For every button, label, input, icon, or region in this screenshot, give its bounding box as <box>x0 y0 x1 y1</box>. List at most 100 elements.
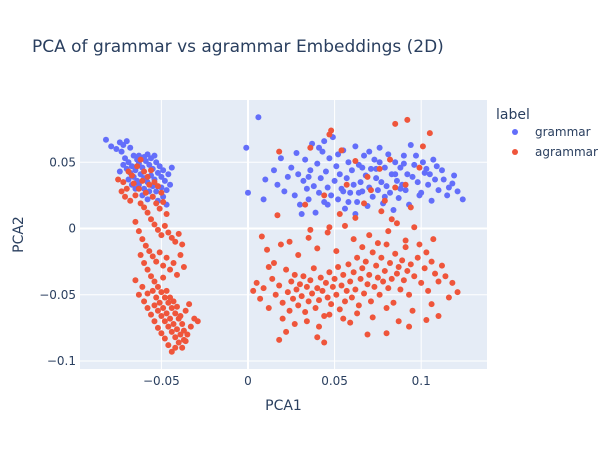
point-agrammar <box>182 338 189 345</box>
point-agrammar <box>161 222 168 229</box>
point-grammar <box>359 164 366 171</box>
point-agrammar <box>411 224 418 231</box>
point-agrammar <box>142 189 149 196</box>
point-agrammar <box>428 258 435 265</box>
point-grammar <box>392 159 399 166</box>
point-agrammar <box>324 229 331 236</box>
point-agrammar <box>404 267 411 274</box>
point-agrammar <box>338 147 345 154</box>
point-grammar <box>331 177 338 184</box>
point-agrammar <box>328 301 335 308</box>
point-agrammar <box>187 323 194 330</box>
y-tick-label: −0.05 <box>39 288 76 302</box>
point-agrammar <box>309 290 316 297</box>
point-grammar <box>281 188 288 195</box>
point-grammar <box>307 167 314 174</box>
point-grammar <box>153 188 160 195</box>
point-agrammar <box>350 269 357 276</box>
legend-label: grammar <box>535 125 591 139</box>
point-grammar <box>284 173 291 180</box>
point-grammar <box>419 159 426 166</box>
point-agrammar <box>253 279 260 286</box>
point-agrammar <box>364 173 371 180</box>
point-agrammar <box>160 199 167 206</box>
point-grammar <box>316 189 323 196</box>
point-agrammar <box>316 323 323 330</box>
point-agrammar <box>364 331 371 338</box>
point-agrammar <box>148 216 155 223</box>
point-agrammar <box>149 287 156 294</box>
point-agrammar <box>160 274 167 281</box>
legend-item-agrammar[interactable]: agrammar <box>512 145 598 159</box>
point-grammar <box>277 155 284 162</box>
point-agrammar <box>432 270 439 277</box>
point-agrammar <box>132 192 139 199</box>
point-agrammar <box>454 289 461 296</box>
point-agrammar <box>329 283 336 290</box>
point-grammar <box>348 167 355 174</box>
point-agrammar <box>151 179 158 186</box>
point-agrammar <box>163 210 170 217</box>
point-grammar <box>387 189 394 196</box>
chart-title: PCA of grammar vs agrammar Embeddings (2… <box>32 37 444 57</box>
point-grammar <box>343 175 350 182</box>
point-agrammar <box>165 229 172 236</box>
point-agrammar <box>167 294 174 301</box>
point-agrammar <box>373 262 380 269</box>
point-grammar <box>274 181 281 188</box>
point-agrammar <box>378 208 385 215</box>
point-agrammar <box>321 312 328 319</box>
point-grammar <box>319 148 326 155</box>
point-grammar <box>305 196 312 203</box>
point-agrammar <box>161 335 168 342</box>
point-agrammar <box>426 130 433 137</box>
point-grammar <box>168 164 175 171</box>
point-agrammar <box>180 327 187 334</box>
point-agrammar <box>168 348 175 355</box>
point-agrammar <box>127 197 134 204</box>
point-agrammar <box>385 285 392 292</box>
point-grammar <box>432 176 439 183</box>
point-agrammar <box>283 328 290 335</box>
point-agrammar <box>310 265 317 272</box>
point-agrammar <box>158 289 165 296</box>
point-agrammar <box>343 181 350 188</box>
point-agrammar <box>179 241 186 248</box>
point-grammar <box>435 187 442 194</box>
point-agrammar <box>156 249 163 256</box>
point-grammar <box>366 148 373 155</box>
point-agrammar <box>298 293 305 300</box>
legend[interactable]: label grammar agrammar <box>496 107 598 159</box>
point-agrammar <box>135 185 142 192</box>
point-agrammar <box>286 238 293 245</box>
point-grammar <box>127 144 134 151</box>
point-grammar <box>153 159 160 166</box>
point-agrammar <box>146 181 153 188</box>
point-grammar <box>270 167 277 174</box>
point-grammar <box>335 151 342 158</box>
point-grammar <box>357 179 364 186</box>
point-grammar <box>144 151 151 158</box>
point-agrammar <box>380 278 387 285</box>
point-agrammar <box>184 331 191 338</box>
point-agrammar <box>132 277 139 284</box>
point-agrammar <box>165 342 172 349</box>
point-agrammar <box>153 258 160 265</box>
point-agrammar <box>177 312 184 319</box>
x-axis-label: PCA1 <box>265 398 302 414</box>
point-grammar <box>428 197 435 204</box>
point-agrammar <box>175 339 182 346</box>
point-agrammar <box>167 315 174 322</box>
point-agrammar <box>170 298 177 305</box>
point-grammar <box>397 164 404 171</box>
point-grammar <box>414 179 421 186</box>
point-agrammar <box>347 278 354 285</box>
legend-item-grammar[interactable]: grammar <box>512 125 591 139</box>
point-grammar <box>451 172 458 179</box>
point-agrammar <box>139 283 146 290</box>
x-tick-label: 0.1 <box>412 374 431 388</box>
point-agrammar <box>170 259 177 266</box>
point-grammar <box>449 180 456 187</box>
point-agrammar <box>348 294 355 301</box>
point-grammar <box>321 138 328 145</box>
